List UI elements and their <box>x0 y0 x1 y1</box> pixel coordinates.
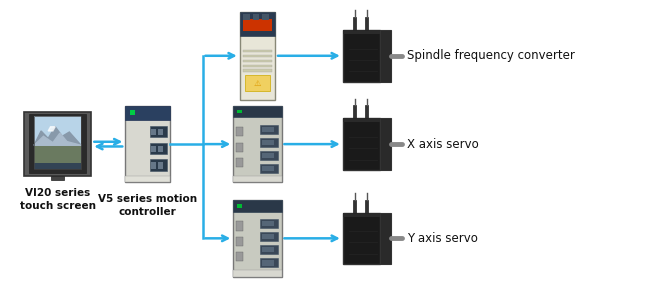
Bar <box>237 204 242 208</box>
Bar <box>260 151 278 160</box>
Text: Y axis servo: Y axis servo <box>407 232 478 245</box>
Bar <box>380 213 391 264</box>
Bar <box>125 176 170 182</box>
Bar <box>262 234 274 239</box>
Bar <box>260 232 278 242</box>
Bar <box>353 106 356 118</box>
Bar <box>260 138 278 147</box>
Bar <box>158 146 162 152</box>
Bar <box>151 146 156 152</box>
Bar <box>233 106 281 117</box>
Bar <box>151 129 156 135</box>
Bar <box>343 118 380 170</box>
Polygon shape <box>34 133 81 145</box>
Bar <box>150 126 167 137</box>
Bar <box>260 164 278 173</box>
Bar <box>235 221 243 231</box>
Text: Spindle frequency converter: Spindle frequency converter <box>407 49 575 62</box>
Bar <box>233 106 281 182</box>
Bar <box>235 158 243 167</box>
Text: ⚠: ⚠ <box>254 79 261 88</box>
Bar <box>150 159 167 171</box>
Bar <box>240 12 275 100</box>
Text: VI20 series
touch screen: VI20 series touch screen <box>20 188 96 212</box>
Bar <box>253 14 259 20</box>
Bar <box>34 116 81 145</box>
Bar <box>243 60 272 62</box>
Bar <box>380 30 391 82</box>
Bar <box>262 247 274 253</box>
Bar <box>158 163 162 169</box>
Bar <box>233 200 281 212</box>
Bar <box>260 245 278 254</box>
Bar <box>343 213 380 217</box>
Bar <box>243 64 272 67</box>
Bar <box>125 106 170 182</box>
Bar <box>243 70 272 72</box>
Bar <box>262 140 274 145</box>
Bar <box>235 127 243 136</box>
Bar <box>233 176 281 182</box>
Bar <box>353 200 356 213</box>
Bar <box>343 118 380 122</box>
Bar <box>353 17 356 30</box>
Bar <box>130 110 135 115</box>
Bar <box>158 129 162 135</box>
Bar <box>245 75 270 91</box>
Bar <box>343 30 380 34</box>
Bar <box>243 55 272 57</box>
Bar <box>260 219 278 228</box>
Text: X axis servo: X axis servo <box>407 138 479 151</box>
Bar <box>262 260 274 266</box>
Bar <box>260 125 278 134</box>
Bar <box>262 221 274 226</box>
Bar <box>343 30 380 82</box>
Bar <box>260 258 278 267</box>
Bar <box>262 153 274 158</box>
Bar <box>29 114 86 173</box>
Bar <box>380 118 391 170</box>
Text: V5 series motion
controller: V5 series motion controller <box>98 194 198 217</box>
Bar <box>263 14 268 20</box>
Bar <box>343 213 380 264</box>
Bar <box>34 116 81 169</box>
Bar <box>262 166 274 171</box>
Polygon shape <box>48 127 55 131</box>
Bar <box>365 17 369 30</box>
Bar <box>23 112 92 176</box>
Bar <box>235 237 243 246</box>
Bar <box>233 271 281 277</box>
Bar <box>233 200 281 277</box>
Bar <box>34 163 81 169</box>
Bar <box>243 19 272 31</box>
Bar <box>151 163 156 169</box>
Bar <box>51 176 64 180</box>
Bar <box>125 106 170 120</box>
Bar <box>243 50 272 52</box>
Polygon shape <box>34 127 81 145</box>
Bar <box>235 252 243 261</box>
Bar <box>34 145 81 169</box>
Bar <box>240 12 275 36</box>
Bar <box>235 142 243 152</box>
Bar <box>262 127 274 132</box>
Bar <box>365 106 369 118</box>
Bar <box>150 142 167 154</box>
Bar <box>243 14 250 20</box>
Bar <box>365 200 369 213</box>
Bar <box>237 110 242 113</box>
